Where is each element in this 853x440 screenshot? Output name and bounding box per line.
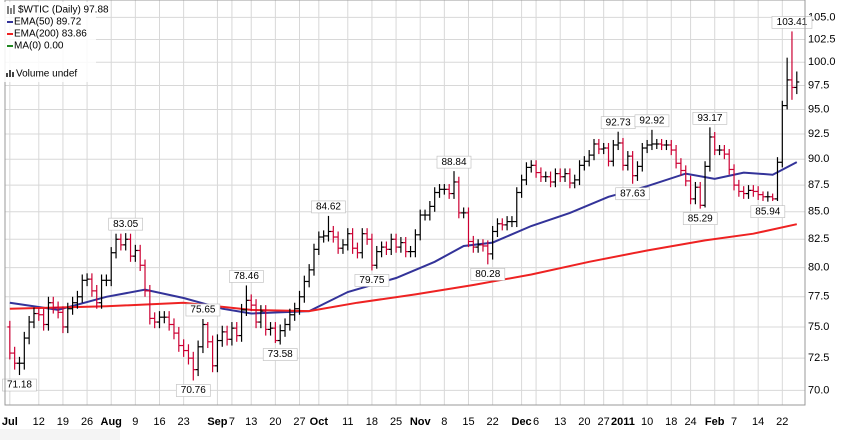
annotation: 78.46 — [234, 271, 259, 282]
annotation-bg — [615, 187, 650, 201]
x-tick-label: 20 — [269, 416, 281, 428]
x-tick-label: 11 — [342, 416, 353, 428]
x-tick-label: Oct — [310, 416, 329, 428]
annotation: 71.18 — [7, 380, 32, 391]
annotations: 71.18 83.05 70.76 75.65 78.46 73.58 84.62 79.75… — [2, 16, 813, 397]
y-tick-label: 75.0 — [808, 321, 829, 333]
annotation-bg — [634, 114, 670, 128]
x-tick-label: 10 — [641, 416, 653, 428]
annotation-bg — [692, 112, 728, 125]
annotation: 80.28 — [475, 269, 500, 280]
x-tick-label: 27 — [598, 416, 610, 428]
y-tick-label: 95.0 — [808, 103, 829, 115]
annotation-bg — [185, 303, 221, 317]
annotation: 103.41 — [777, 17, 808, 28]
annotation: 92.92 — [639, 115, 664, 126]
y-tick-label: 100.0 — [808, 56, 836, 68]
annotation: 85.94 — [755, 206, 780, 217]
x-tick-label: 27 — [293, 416, 305, 428]
y-tick-label: 102.5 — [808, 33, 836, 45]
volume-label: Volume undef — [16, 69, 77, 80]
x-tick-label: Dec — [512, 416, 532, 428]
legend: $WTIC (Daily) 97.88 Volume undef EMA(50)… — [4, 2, 109, 82]
symbol-label: $WTIC (Daily) 97.88 — [18, 5, 109, 16]
annotation: 70.76 — [181, 385, 206, 396]
y-tick-label: 72.5 — [808, 352, 829, 364]
x-tick-label: 15 — [462, 416, 474, 428]
x-tick-label: 14 — [752, 416, 764, 428]
x-tick-label: Aug — [101, 416, 122, 428]
grid: 70.0 72.5 75.0 77.5 80.0 82.5 85.0 87.5 90.0 92.5… — [2, 0, 836, 428]
y-tick-label: 85.0 — [808, 206, 829, 218]
annotation-bg — [229, 270, 264, 283]
annotation: 85.29 — [688, 213, 713, 224]
x-tick-label: 23 — [178, 416, 190, 428]
annotation-bg — [750, 205, 786, 218]
y-tick-label: 82.5 — [808, 233, 829, 245]
x-tick-label: 13 — [554, 416, 566, 428]
y-tick-label: 77.5 — [808, 291, 829, 303]
plot-frame — [4, 0, 806, 406]
x-tick-label: 18 — [366, 416, 378, 428]
x-tick-label: 7 — [229, 416, 235, 428]
annotation: 84.62 — [316, 202, 341, 213]
annotation-bg — [682, 212, 718, 225]
symbol-icon — [7, 5, 15, 14]
x-tick-label: 20 — [578, 416, 590, 428]
annotation-bg — [108, 217, 144, 231]
volume-icon — [6, 70, 14, 77]
y-tick-label: 90.0 — [808, 153, 829, 165]
x-tick-label: Sep — [207, 416, 227, 428]
annotation-bg — [354, 274, 390, 287]
annotation-bg — [175, 384, 211, 397]
annotation-bg — [436, 155, 472, 169]
y-tick-label: 70.0 — [808, 384, 829, 396]
x-tick-label: 22 — [487, 416, 499, 428]
x-tick-label: 16 — [153, 416, 165, 428]
x-tick-label: 13 — [245, 416, 257, 428]
x-tick-label: 18 — [665, 416, 677, 428]
annotation: 79.75 — [359, 275, 384, 286]
legend-bg — [4, 2, 96, 82]
annotation: 83.05 — [113, 219, 138, 230]
x-tick-label: 24 — [684, 416, 696, 428]
x-tick-label: 19 — [57, 416, 69, 428]
annotation-bg — [262, 348, 298, 361]
lower-panel-stub — [0, 429, 120, 440]
annotation: 87.63 — [620, 188, 645, 199]
y-tick-label: 97.5 — [808, 79, 829, 91]
x-tick-label: 25 — [390, 416, 402, 428]
x-tick-label: 8 — [441, 416, 447, 428]
annotation: 93.17 — [697, 113, 722, 124]
y-tick-label: 105.0 — [808, 11, 836, 23]
annotation: 92.73 — [606, 117, 631, 128]
legend-label: MA(0) 0.00 — [14, 41, 64, 52]
x-tick-label: 22 — [776, 416, 788, 428]
y-tick-label: 80.0 — [808, 261, 829, 273]
annotation-bg — [2, 378, 37, 392]
y-tick-label: 92.5 — [808, 128, 829, 140]
x-tick-label: 6 — [533, 416, 539, 428]
x-tick-label: Nov — [410, 416, 432, 428]
legend-label: EMA(200) 83.86 — [14, 29, 87, 40]
x-tick-label: 2011 — [611, 416, 635, 428]
x-tick-label: Feb — [705, 416, 725, 428]
annotation: 88.84 — [441, 157, 466, 168]
x-tick-label: 26 — [81, 416, 93, 428]
annotation-bg — [311, 200, 346, 214]
x-tick-label: Jul — [2, 416, 18, 428]
annotation-bg — [470, 268, 506, 281]
x-tick-label: 12 — [33, 416, 45, 428]
y-tick-label: 87.5 — [808, 179, 829, 191]
indicator-line — [9, 161, 798, 315]
annotation: 73.58 — [268, 349, 293, 360]
x-tick-label: 7 — [731, 416, 737, 428]
x-tick-label: 9 — [132, 416, 138, 428]
price-bars — [7, 31, 800, 381]
annotation-bg — [771, 16, 813, 29]
annotation: 75.65 — [190, 305, 215, 316]
legend-label: EMA(50) 89.72 — [14, 17, 82, 28]
